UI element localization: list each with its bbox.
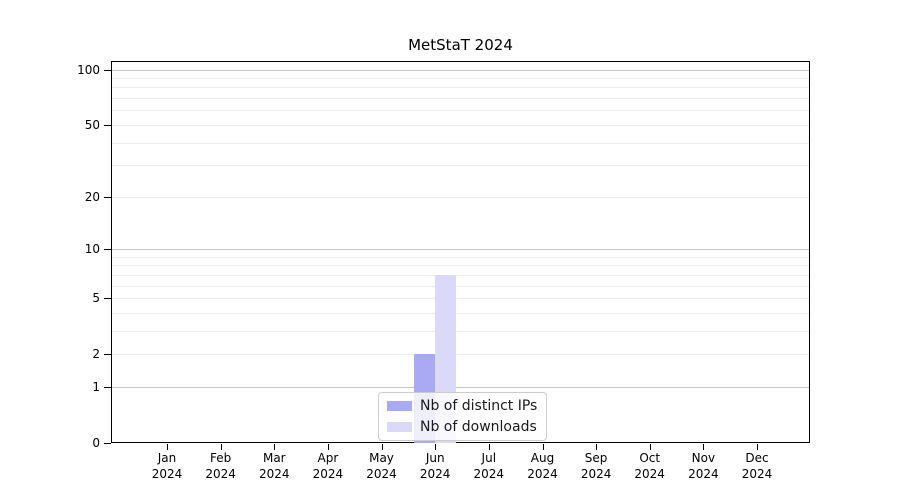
- y-gridline-major: [112, 69, 809, 71]
- y-tick-label: 5: [92, 291, 100, 305]
- y-gridline-minor: [112, 110, 809, 112]
- x-tick-label-oct: Oct 2024: [634, 451, 665, 481]
- x-tick-label-mar: Mar 2024: [259, 451, 290, 481]
- x-tick-label-jul: Jul 2024: [473, 451, 505, 481]
- legend-entry-downloads: Nb of downloads: [387, 419, 537, 435]
- y-gridline-minor: [112, 77, 809, 79]
- y-tick: [104, 196, 111, 198]
- y-tick: [104, 69, 111, 71]
- chart-title: MetStaT 2024: [408, 36, 513, 54]
- y-gridline-major: [112, 386, 809, 388]
- legend-label-downloads: Nb of downloads: [420, 419, 537, 435]
- x-tick: [649, 444, 651, 450]
- y-gridline-minor: [112, 196, 809, 198]
- y-tick-label: 1: [92, 379, 100, 394]
- x-tick: [274, 444, 276, 450]
- x-tick-label-sep: Sep 2024: [580, 451, 612, 481]
- x-tick-label-dec: Dec 2024: [741, 451, 773, 481]
- x-tick: [381, 444, 383, 450]
- y-tick-label: 2: [92, 347, 100, 362]
- y-gridline-minor: [112, 354, 809, 356]
- x-tick: [703, 444, 705, 450]
- x-tick: [488, 444, 490, 450]
- y-gridline-minor: [112, 312, 809, 314]
- x-tick: [596, 444, 598, 450]
- y-tick-label: 10: [84, 241, 100, 256]
- y-gridline-minor: [112, 87, 809, 89]
- y-gridline-minor: [112, 256, 809, 258]
- x-tick-label-jan: Jan 2024: [151, 451, 183, 481]
- x-tick-label-aug: Aug 2024: [527, 451, 558, 481]
- x-tick: [167, 444, 168, 450]
- y-gridline-minor: [112, 274, 809, 276]
- y-tick: [104, 124, 111, 126]
- legend: Nb of distinct IPs Nb of downloads: [378, 392, 548, 441]
- x-tick-label-feb: Feb 2024: [205, 451, 236, 481]
- y-tick-label: 100: [77, 62, 100, 77]
- y-tick: [104, 443, 111, 444]
- y-gridline-minor: [112, 98, 809, 99]
- legend-entry-distinct-ips: Nb of distinct IPs: [387, 398, 537, 414]
- legend-swatch-distinct-ips: [387, 401, 412, 411]
- x-tick: [327, 444, 329, 450]
- y-gridline-minor: [112, 298, 809, 299]
- x-tick: [542, 444, 544, 450]
- x-tick: [757, 444, 758, 450]
- legend-label-distinct-ips: Nb of distinct IPs: [420, 398, 538, 414]
- x-tick: [220, 444, 222, 450]
- x-tick-label-may: May 2024: [366, 451, 397, 481]
- y-tick-label: 20: [84, 189, 100, 204]
- plot-area: [111, 61, 810, 443]
- y-gridline-minor: [112, 265, 809, 267]
- y-tick: [104, 386, 111, 388]
- x-tick-label-jun: Jun 2024: [419, 451, 451, 481]
- x-tick-label-apr: Apr 2024: [312, 451, 344, 481]
- y-gridline-major: [112, 248, 809, 250]
- y-gridline-minor: [112, 165, 809, 167]
- y-gridline-minor: [112, 142, 809, 144]
- y-tick: [104, 298, 111, 299]
- y-tick-label: 0: [92, 436, 100, 450]
- x-tick: [435, 444, 437, 450]
- x-tick-label-nov: Nov 2024: [688, 451, 719, 481]
- y-tick: [104, 248, 111, 250]
- y-tick: [104, 354, 111, 356]
- y-tick-label: 50: [84, 117, 100, 132]
- y-gridline-minor: [112, 285, 809, 287]
- legend-swatch-downloads: [387, 422, 412, 432]
- y-gridline-minor: [112, 330, 809, 332]
- y-gridline-minor: [112, 124, 809, 126]
